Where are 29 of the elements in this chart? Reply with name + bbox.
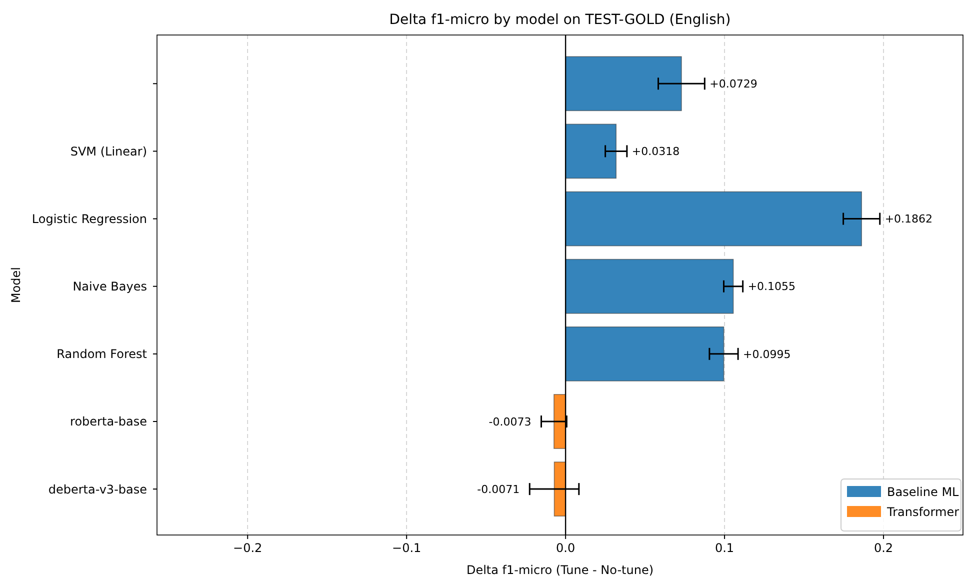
bar — [554, 394, 566, 449]
y-tick-label: Logistic Regression — [32, 212, 147, 226]
x-tick-label: 0.2 — [874, 541, 894, 555]
bar — [565, 56, 682, 112]
x-tick-label: −0.1 — [392, 541, 422, 555]
y-tick-label: SVM (Linear) — [70, 144, 147, 158]
data-label: -0.0071 — [477, 482, 520, 496]
data-label: +0.1862 — [884, 212, 933, 226]
x-tick-label: 0.0 — [556, 541, 576, 555]
bar — [565, 124, 617, 179]
bar — [565, 258, 734, 314]
x-tick-label: 0.1 — [714, 541, 734, 555]
data-label: +0.0729 — [710, 78, 758, 90]
y-tick-label: Naive Bayes — [72, 280, 147, 294]
data-label: +0.1055 — [748, 280, 796, 294]
data-label: -0.0073 — [488, 415, 532, 428]
y-axis-title: Model — [9, 266, 23, 304]
y-tick-label: Random Forest — [56, 347, 148, 362]
chart-title: Delta f1-micro by model on TEST-GOLD (English) — [389, 12, 731, 28]
legend-label: Baseline ML — [887, 485, 960, 500]
data-label: +0.0318 — [632, 145, 680, 158]
x-tick-label: −0.2 — [233, 541, 262, 555]
data-label: +0.0995 — [743, 348, 791, 361]
x-axis-title: Delta f1-micro (Tune - No-tune) — [466, 563, 654, 577]
legend-label: Transformer — [886, 505, 960, 520]
y-tick-label: roberta-base — [70, 414, 147, 429]
y-tick-label: deberta-v3-base — [48, 482, 147, 496]
bar — [565, 191, 862, 246]
bar — [565, 326, 724, 382]
